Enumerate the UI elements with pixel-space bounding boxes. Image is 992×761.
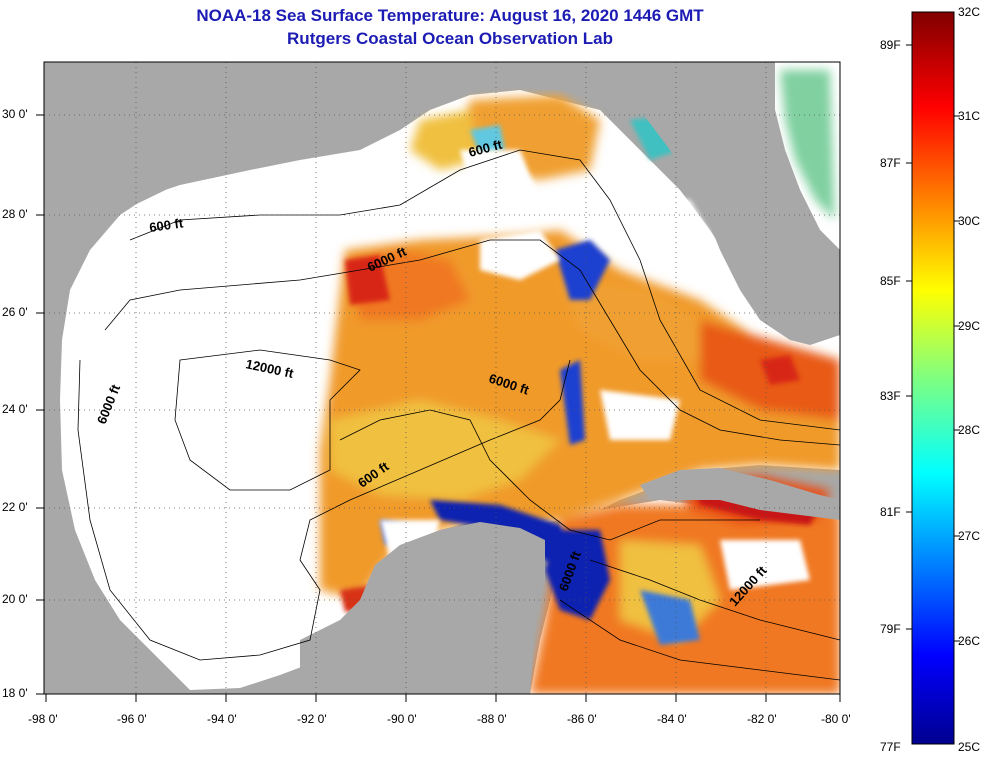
x-tick-label: -90 0' <box>387 712 417 726</box>
x-tick-label: -92 0' <box>297 712 327 726</box>
colorbar <box>911 11 955 745</box>
map-frame <box>43 61 841 695</box>
northern-coast-land <box>44 62 600 340</box>
y-tick-label: 22 0' <box>2 500 28 514</box>
y-tick-label: 28 0' <box>2 207 28 221</box>
y-tick-label: 26 0' <box>2 305 28 319</box>
colorbar-celsius-label: 26C <box>958 634 981 648</box>
x-tick-label: -94 0' <box>207 712 237 726</box>
map-subtitle: Rutgers Coastal Ocean Observation Lab <box>287 29 613 48</box>
x-tick-label: -82 0' <box>747 712 777 726</box>
colorbar-fahrenheit-label: 89F <box>880 38 901 52</box>
map-title: NOAA-18 Sea Surface Temperature: August … <box>196 6 704 25</box>
colorbar-celsius-label: 28C <box>958 423 981 437</box>
y-tick-label: 18 0' <box>2 686 28 700</box>
x-tick-label: -88 0' <box>477 712 507 726</box>
x-tick-label: -84 0' <box>657 712 687 726</box>
y-tick-label: 30 0' <box>2 107 28 121</box>
contour-label: 600 ft <box>148 215 184 235</box>
colorbar-celsius-label: 30C <box>958 214 981 228</box>
colorbar-celsius-label: 29C <box>958 319 981 333</box>
axis-ticks <box>36 114 841 702</box>
x-tick-label: -80 0' <box>821 712 851 726</box>
colorbar-fahrenheit-label: 77F <box>880 740 901 754</box>
colorbar-celsius-label: 31C <box>958 109 981 123</box>
colorbar-fahrenheit-label: 79F <box>880 622 901 636</box>
florida-land <box>600 62 840 345</box>
x-tick-label: -96 0' <box>117 712 147 726</box>
colorbar-celsius-label: 32C <box>958 5 981 19</box>
colorbar-celsius-label: 27C <box>958 529 981 543</box>
yucatan-land <box>300 522 545 694</box>
graticule <box>44 62 840 694</box>
colorbar-fahrenheit-label: 87F <box>880 156 901 170</box>
bathymetry-contours <box>77 149 840 681</box>
colorbar-fahrenheit-label: 83F <box>880 389 901 403</box>
y-tick-label: 24 0' <box>2 402 28 416</box>
x-tick-label: -98 0' <box>28 712 58 726</box>
cloud-cover <box>380 150 810 590</box>
colorbar-fahrenheit-label: 85F <box>880 274 901 288</box>
x-tick-label: -86 0' <box>567 712 597 726</box>
cool-streaks <box>380 115 700 645</box>
colorbar-ticks <box>906 44 960 642</box>
y-tick-label: 20 0' <box>2 592 28 606</box>
colorbar-fahrenheit-label: 81F <box>880 505 901 519</box>
colorbar-celsius-label: 25C <box>958 740 981 754</box>
cuba-land <box>640 468 840 520</box>
